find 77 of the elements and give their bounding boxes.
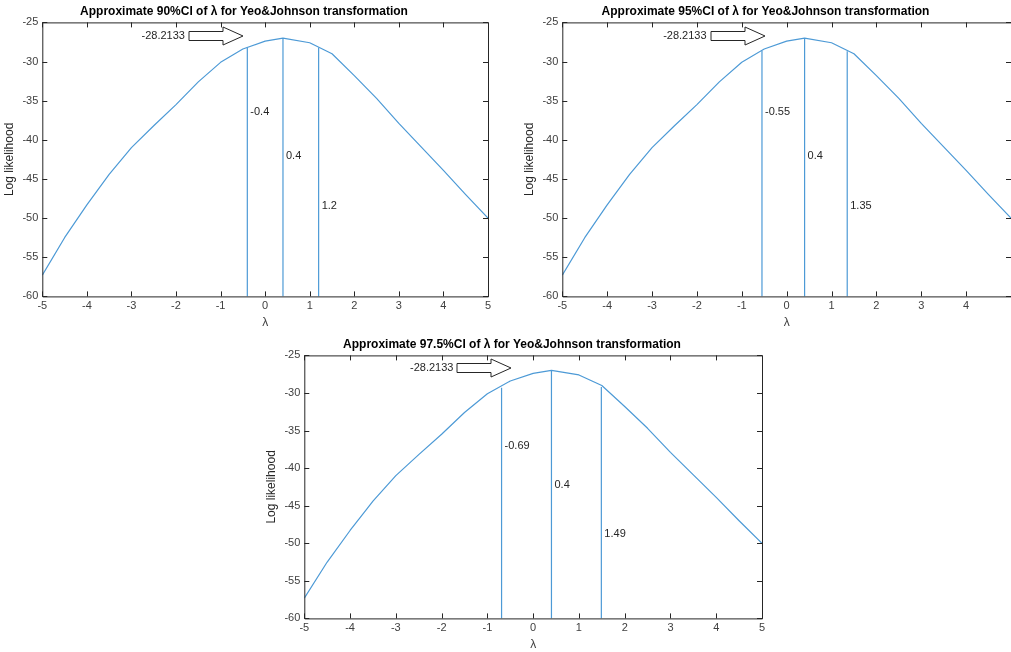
y-tick-label: -60: [542, 289, 559, 302]
y-tick-label: -40: [22, 132, 39, 145]
x-tick-label: -5: [299, 621, 310, 634]
y-tick-label: -60: [22, 289, 39, 302]
x-tick-label: -4: [81, 299, 92, 312]
x-axis-title: λ: [262, 315, 269, 330]
x-tick-label: -2: [692, 299, 702, 312]
x-tick-label: -1: [736, 299, 747, 312]
y-tick-label: -50: [542, 211, 559, 224]
y-tick-label: -30: [542, 54, 559, 67]
y-tick-label: -35: [284, 423, 301, 436]
x-tick-label: 4: [713, 621, 720, 634]
x-tick-label: 5: [758, 621, 766, 634]
y-tick-label: -25: [542, 15, 559, 28]
x-tick-label: -1: [482, 621, 493, 634]
x-tick-label: 3: [918, 299, 925, 312]
y-tick-label: -25: [284, 348, 301, 361]
annotation: 0.4: [807, 148, 823, 161]
annotation: 1.2: [321, 199, 337, 212]
annotation: 1.35: [850, 199, 872, 212]
chart-title: Approximate 95%CI of λ for Yeo&Johnson transformation: [601, 3, 930, 18]
y-tick-label: -35: [542, 93, 559, 106]
chart-title: Approximate 90%CI of λ for Yeo&Johnson transformation: [80, 3, 408, 18]
x-axis-title: λ: [530, 637, 537, 652]
annotation: 0.4: [554, 477, 570, 490]
x-tick-label: -5: [557, 299, 568, 312]
x-tick-label: 0: [530, 621, 537, 634]
y-tick-label: -30: [22, 54, 39, 67]
x-tick-label: 2: [621, 621, 628, 634]
chart-title: Approximate 97.5%CI of λ for Yeo&Johnson transformation: [343, 336, 681, 351]
annotation: 1.49: [604, 526, 626, 539]
x-tick-label: -1: [215, 299, 226, 312]
x-tick-label: 1: [575, 621, 582, 634]
x-tick-label: 5: [484, 299, 492, 312]
x-tick-label: -5: [37, 299, 48, 312]
x-tick-label: 3: [667, 621, 674, 634]
y-tick-label: -45: [542, 172, 559, 184]
annotation: 0.4: [285, 148, 302, 161]
x-axis-title: λ: [783, 315, 790, 330]
y-tick-label: -35: [22, 93, 39, 106]
y-tick-label: -40: [542, 132, 559, 145]
x-tick-label: 3: [395, 299, 402, 312]
x-tick-label: -3: [126, 299, 137, 312]
y-tick-label: -50: [284, 536, 301, 549]
y-tick-label: -55: [284, 573, 301, 586]
x-tick-label: -3: [647, 299, 657, 312]
x-tick-label: -3: [390, 621, 401, 634]
y-tick-label: -45: [22, 172, 39, 184]
y-tick-label: -55: [22, 250, 39, 263]
x-tick-label: 0: [783, 299, 790, 312]
x-tick-label: 1: [306, 299, 313, 312]
x-tick-label: -4: [345, 621, 355, 634]
x-tick-label: 4: [963, 299, 970, 312]
annotation: -0.4: [250, 105, 270, 118]
x-tick-label: 0: [262, 299, 269, 312]
x-tick-label: -2: [436, 621, 447, 634]
y-tick-label: -55: [542, 250, 559, 263]
y-tick-label: -50: [22, 211, 39, 224]
y-axis-title: Log likelihood: [521, 122, 536, 197]
annotation: -0.55: [764, 105, 791, 118]
x-tick-label: 2: [873, 299, 880, 312]
y-axis-title: Log likelihood: [1, 122, 16, 197]
annotation: -28.2133: [141, 29, 185, 42]
y-axis-title: Log likelihood: [263, 450, 278, 524]
y-tick-label: -40: [284, 461, 301, 474]
x-tick-label: 2: [351, 299, 358, 312]
annotation: -28.2133: [663, 29, 707, 42]
annotation: -28.2133: [410, 361, 454, 374]
y-tick-label: -30: [284, 386, 301, 398]
x-tick-label: -2: [171, 299, 181, 312]
y-tick-label: -60: [284, 611, 301, 624]
annotation: -0.69: [504, 438, 530, 451]
x-tick-label: -4: [602, 299, 613, 312]
y-tick-label: -45: [284, 498, 301, 511]
y-tick-label: -25: [22, 15, 39, 28]
x-tick-label: 1: [828, 299, 835, 312]
x-tick-label: 4: [440, 299, 447, 312]
